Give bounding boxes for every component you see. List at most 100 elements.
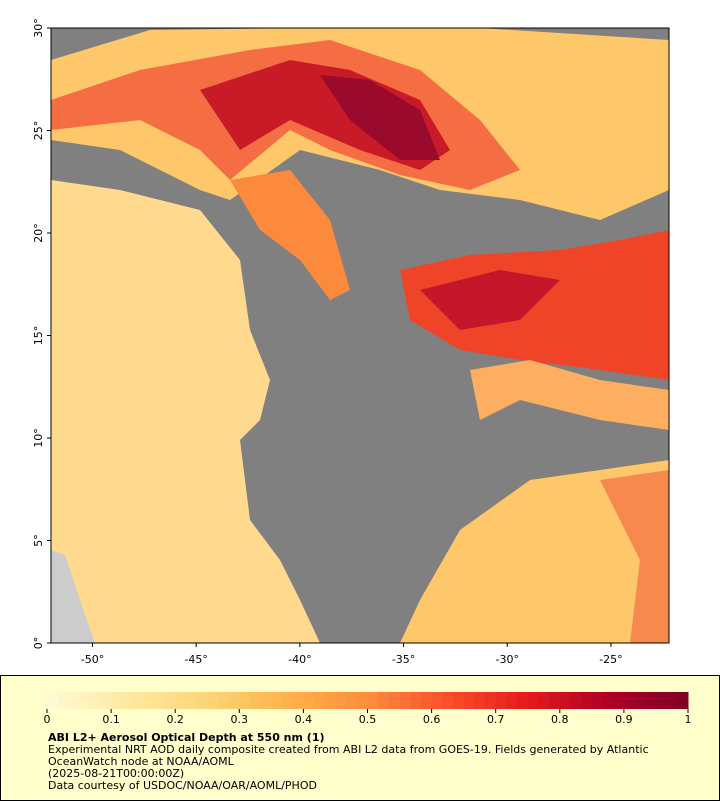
colorbar-step	[410, 692, 422, 709]
plume-peak	[320, 75, 440, 160]
colorbar-step	[452, 692, 465, 709]
colorbar-step	[570, 692, 582, 709]
x-tick-label: -35°	[392, 653, 415, 666]
colorbar-tick-label: 1	[685, 713, 692, 726]
y-tick-label: 0°	[32, 637, 45, 650]
colorbar-tick-label: 0.6	[423, 713, 441, 726]
colorbar-step	[164, 692, 176, 709]
x-tick-label: -25°	[599, 653, 622, 666]
colorbar-step	[559, 692, 571, 709]
colorbar-step	[346, 692, 358, 709]
aerosol-west	[51, 180, 320, 643]
legend-description: Experimental NRT AOD daily composite cre…	[48, 743, 649, 768]
plume-tail	[230, 170, 350, 300]
colorbar-step	[132, 692, 144, 709]
colorbar-step	[57, 692, 69, 709]
colorbar-step	[260, 692, 272, 709]
y-tick-label: 20°	[32, 223, 45, 243]
colorbar-step	[143, 692, 155, 709]
colorbar-step	[335, 692, 347, 709]
y-tick-label: 5°	[32, 534, 45, 547]
colorbar-step	[378, 692, 390, 709]
colorbar-tick-label: 0.4	[295, 713, 313, 726]
colorbar-tick-label: 0.3	[231, 713, 249, 726]
colorbar-step	[655, 692, 668, 709]
colorbar-step	[217, 692, 230, 709]
x-tick-label: -45°	[184, 653, 207, 666]
colorbar-step	[623, 692, 636, 709]
colorbar-step	[367, 692, 379, 709]
y-tick-label: 15°	[32, 326, 45, 346]
colorbar-step	[634, 692, 646, 709]
legend-time: (2025-08-21T00:00:00Z)	[48, 767, 185, 780]
colorbar-step	[282, 692, 294, 709]
colorbar-step	[420, 692, 433, 709]
colorbar-tick-label: 0.5	[359, 713, 377, 726]
colorbar-step	[271, 692, 283, 709]
colorbar-tick-label: 0.9	[615, 713, 633, 726]
colorbar-step	[356, 692, 368, 709]
colorbar-step	[399, 692, 411, 709]
colorbar-tick-label: 0.7	[487, 713, 505, 726]
colorbar-tick-label: 0.1	[102, 713, 120, 726]
colorbar-step	[79, 692, 91, 709]
colorbar-step	[549, 692, 561, 709]
colorbar-tick-label: 0.8	[551, 713, 569, 726]
colorbar-step	[196, 692, 208, 709]
colorbar-step	[602, 692, 614, 709]
colorbar-step	[463, 692, 475, 709]
colorbar-step	[431, 692, 443, 709]
colorbar-step	[111, 692, 123, 709]
colorbar-step	[677, 692, 689, 709]
colorbar-step	[314, 692, 326, 709]
y-tick-label: 25°	[32, 121, 45, 141]
plume-east-core	[420, 270, 560, 330]
colorbar-step	[538, 692, 550, 709]
colorbar-step	[506, 692, 518, 709]
colorbar-step	[89, 692, 101, 709]
colorbar-tick-label: 0	[44, 713, 51, 726]
colorbar-step	[442, 692, 454, 709]
y-tick-label: 10°	[32, 428, 45, 448]
aerosol-southeast	[400, 460, 669, 643]
colorbar-step	[527, 692, 539, 709]
land	[51, 550, 95, 643]
y-tick-label: 30°	[32, 18, 45, 38]
aod-field	[51, 28, 669, 643]
colorbar-step	[207, 692, 219, 709]
colorbar-step	[175, 692, 187, 709]
colorbar-step	[153, 692, 166, 709]
colorbar-step	[613, 692, 625, 709]
colorbar-tick-label: 0.2	[166, 713, 184, 726]
colorbar-step	[474, 692, 486, 709]
colorbar-step	[324, 692, 336, 709]
colorbar-step	[388, 692, 401, 709]
colorbar-step	[47, 692, 59, 709]
colorbar-step	[228, 692, 240, 709]
colorbar-step	[485, 692, 497, 709]
colorbar-step	[645, 692, 657, 709]
colorbar-step	[292, 692, 304, 709]
colorbar-step	[581, 692, 593, 709]
colorbar-step	[249, 692, 262, 709]
colorbar-step	[100, 692, 112, 709]
aerosol-southeast-edge	[600, 470, 669, 643]
aerosol-east	[470, 360, 669, 430]
x-tick-label: -40°	[288, 653, 311, 666]
colorbar-step	[239, 692, 251, 709]
x-tick-label: -50°	[81, 653, 104, 666]
colorbar-step	[517, 692, 529, 709]
colorbar-step	[121, 692, 133, 709]
colorbar-step	[185, 692, 198, 709]
x-tick-label: -30°	[496, 653, 519, 666]
colorbar-step	[303, 692, 315, 709]
colorbar-step	[591, 692, 604, 709]
colorbar-step	[495, 692, 507, 709]
colorbar-step	[666, 692, 678, 709]
legend-credit: Data courtesy of USDOC/NOAA/OAR/AOML/PHO…	[48, 779, 317, 792]
legend-text: ABI L2+ Aerosol Optical Depth at 550 nm …	[48, 732, 678, 792]
colorbar-step	[68, 692, 80, 709]
legend-title: ABI L2+ Aerosol Optical Depth at 550 nm …	[48, 731, 325, 744]
